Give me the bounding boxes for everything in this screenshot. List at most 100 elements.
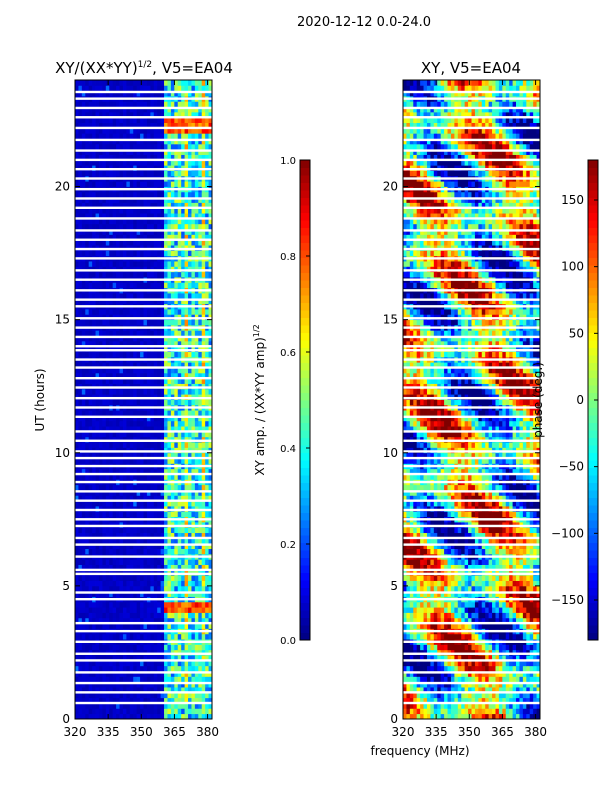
heatmap-cell	[205, 676, 209, 683]
heatmap-cell	[191, 500, 196, 507]
heatmap-cell	[92, 213, 96, 219]
heatmap-cell	[136, 692, 141, 699]
heatmap-cell	[92, 623, 96, 629]
heatmap-cell	[194, 159, 199, 166]
heatmap-cell	[122, 117, 127, 123]
heatmap-cell	[143, 372, 148, 379]
heatmap-cell	[116, 90, 120, 97]
heatmap-cell	[95, 474, 100, 480]
heatmap-cell	[78, 106, 83, 113]
heatmap-cell	[81, 149, 86, 155]
heatmap-cell	[92, 133, 96, 139]
heatmap-cell	[150, 143, 155, 150]
heatmap-cell	[78, 378, 83, 384]
heatmap-cell	[126, 133, 131, 139]
heatmap-cell	[88, 127, 93, 134]
heatmap-cell	[133, 500, 138, 507]
colorbar-segment	[300, 617, 310, 626]
heatmap-cell	[157, 362, 162, 368]
heatmap-cell	[170, 223, 175, 230]
heatmap-cell	[116, 362, 120, 368]
heatmap-cell	[140, 117, 144, 123]
heatmap-cell	[174, 458, 179, 464]
heatmap-cell	[92, 298, 96, 305]
heatmap-cell	[75, 537, 79, 544]
heatmap-cell	[95, 490, 100, 496]
heatmap-cell	[116, 426, 120, 432]
heatmap-cell	[164, 170, 168, 177]
heatmap-cell	[181, 484, 185, 491]
heatmap-cell	[198, 442, 203, 448]
heatmap-cell	[146, 442, 151, 448]
heatmap-cell	[98, 703, 103, 709]
heatmap-cell	[102, 623, 107, 629]
heatmap-cell	[102, 181, 107, 187]
heatmap-cell	[198, 660, 203, 667]
heatmap-cell	[188, 623, 192, 629]
heatmap-cell	[88, 229, 93, 235]
heatmap-cell	[140, 564, 144, 571]
heatmap-cell	[150, 607, 155, 613]
heatmap-cell	[177, 229, 182, 235]
heatmap-cell	[201, 665, 206, 672]
heatmap-cell	[129, 559, 134, 565]
heatmap-cell	[170, 202, 175, 209]
heatmap-cell	[157, 671, 162, 677]
heatmap-cell	[109, 527, 114, 534]
heatmap-cell	[194, 527, 199, 534]
heatmap-cell	[112, 101, 117, 108]
heatmap-cell	[191, 697, 196, 704]
heatmap-cell	[95, 133, 100, 139]
heatmap-cell	[208, 687, 213, 693]
heatmap-cell	[164, 490, 168, 496]
colorbar-segment	[300, 280, 310, 288]
heatmap-cell	[126, 340, 131, 347]
heatmap-cell	[208, 644, 213, 651]
heatmap-cell	[160, 170, 165, 177]
heatmap-cell	[92, 665, 96, 672]
heatmap-cell	[160, 149, 165, 155]
heatmap-cell	[177, 655, 182, 661]
heatmap-cell	[181, 708, 185, 715]
heatmap-cell	[188, 90, 192, 97]
heatmap-cell	[143, 106, 148, 113]
heatmap-cell	[136, 452, 141, 459]
heatmap-cell	[116, 388, 120, 395]
heatmap-cell	[150, 692, 155, 699]
heatmap-cell	[140, 452, 144, 459]
heatmap-cell	[201, 351, 206, 358]
heatmap-cell	[136, 362, 141, 368]
heatmap-cell	[150, 410, 155, 416]
heatmap-cell	[160, 218, 165, 225]
heatmap-cell	[174, 106, 179, 113]
heatmap-cell	[184, 378, 189, 384]
heatmap-cell	[167, 687, 172, 693]
heatmap-cell	[181, 420, 185, 427]
heatmap-cell	[81, 415, 86, 422]
heatmap-cell	[146, 655, 151, 661]
heatmap-cell	[122, 298, 127, 305]
flagged-row	[75, 335, 212, 339]
heatmap-cell	[164, 372, 168, 379]
heatmap-cell	[201, 708, 206, 715]
heatmap-cell	[85, 708, 90, 715]
heatmap-cell	[126, 543, 131, 549]
heatmap-cell	[122, 80, 127, 86]
heatmap-cell	[85, 202, 90, 209]
heatmap-cell	[153, 101, 158, 108]
heatmap-cell	[95, 575, 100, 581]
heatmap-cell	[153, 537, 158, 544]
heatmap-cell	[75, 644, 79, 651]
heatmap-cell	[191, 676, 196, 683]
heatmap-cell	[133, 655, 138, 661]
heatmap-cell	[140, 633, 144, 640]
heatmap-cell	[146, 671, 151, 677]
heatmap-cell	[112, 655, 117, 661]
heatmap-cell	[153, 575, 158, 581]
heatmap-cell	[184, 607, 189, 613]
heatmap-cell	[208, 127, 213, 134]
colorbar-segment	[300, 355, 310, 363]
heatmap-cell	[150, 388, 155, 395]
heatmap-cell	[133, 90, 138, 97]
heatmap-cell	[88, 713, 93, 720]
